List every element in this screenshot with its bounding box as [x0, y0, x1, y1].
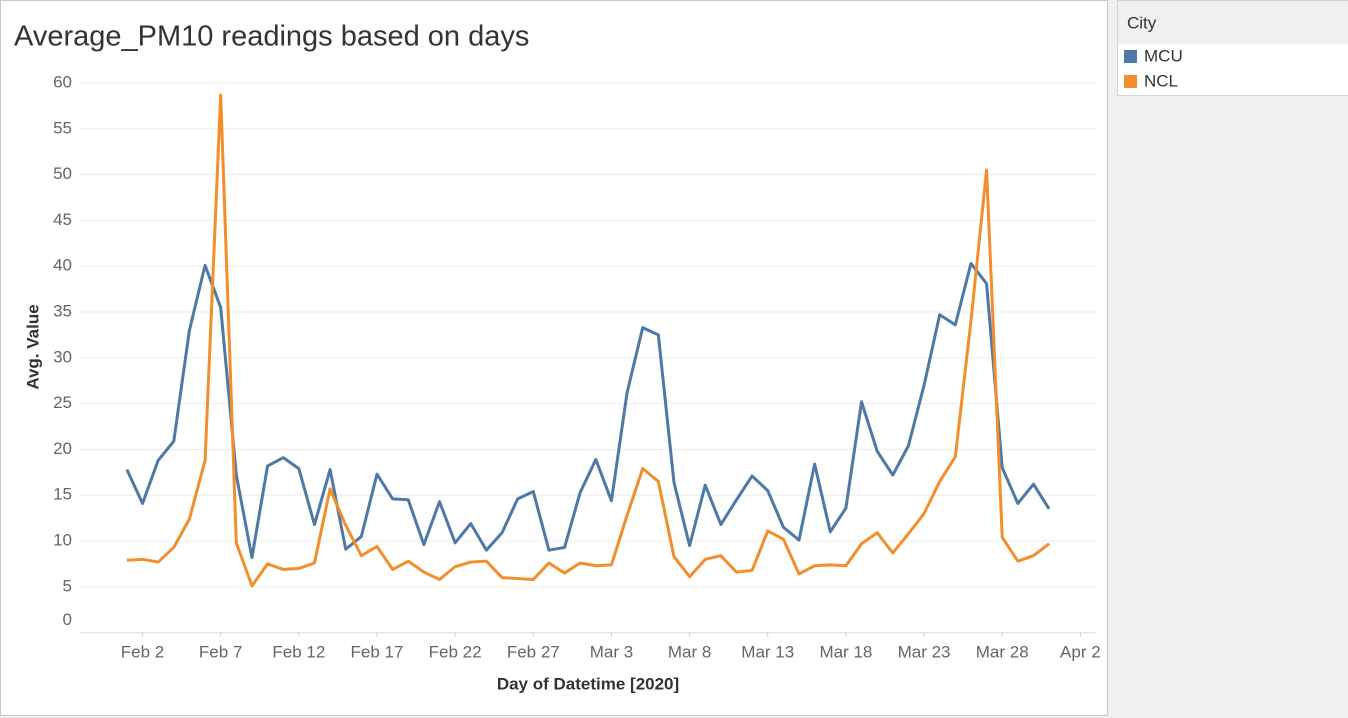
- legend-header: [1118, 1, 1348, 44]
- y-axis-label: Avg. Value: [23, 304, 42, 389]
- x-tick-label: Feb 27: [507, 642, 560, 661]
- legend-swatch: [1124, 50, 1137, 63]
- x-tick-label: Mar 8: [668, 642, 711, 661]
- legend-title: City: [1127, 13, 1157, 32]
- line-series: [126, 93, 1051, 588]
- line-series: [125, 261, 1051, 559]
- x-tick-label: Apr 2: [1060, 642, 1101, 661]
- x-axis-label: Day of Datetime [2020]: [497, 674, 679, 693]
- y-tick-label: 0: [63, 610, 72, 629]
- y-tick-label: 10: [53, 530, 72, 549]
- x-tick-label: Feb 22: [429, 642, 482, 661]
- y-tick-label: 5: [63, 576, 72, 595]
- x-tick-label: Mar 3: [590, 642, 633, 661]
- x-tick-label: Mar 18: [819, 642, 872, 661]
- y-tick-label: 45: [53, 210, 72, 229]
- y-tick-label: 50: [53, 164, 72, 183]
- y-tick-label: 20: [53, 439, 72, 458]
- x-tick-label: Mar 23: [898, 642, 951, 661]
- legend-label: MCU: [1144, 46, 1183, 65]
- y-tick-label: 55: [53, 118, 72, 137]
- legend-label: NCL: [1144, 71, 1178, 90]
- x-tick-label: Feb 17: [351, 642, 404, 661]
- y-tick-label: 35: [53, 302, 72, 321]
- chart-title: Average_PM10 readings based on days: [14, 21, 529, 53]
- legend-swatch: [1124, 75, 1137, 88]
- y-tick-label: 40: [53, 256, 72, 275]
- x-tick-label: Mar 28: [976, 642, 1029, 661]
- x-tick-label: Feb 7: [199, 642, 242, 661]
- x-tick-label: Feb 2: [121, 642, 164, 661]
- x-tick-label: Mar 13: [741, 642, 794, 661]
- y-tick-label: 60: [53, 73, 72, 92]
- y-tick-label: 25: [53, 393, 72, 412]
- y-tick-label: 30: [53, 347, 72, 366]
- x-tick-label: Feb 12: [272, 642, 325, 661]
- y-tick-label: 15: [53, 485, 72, 504]
